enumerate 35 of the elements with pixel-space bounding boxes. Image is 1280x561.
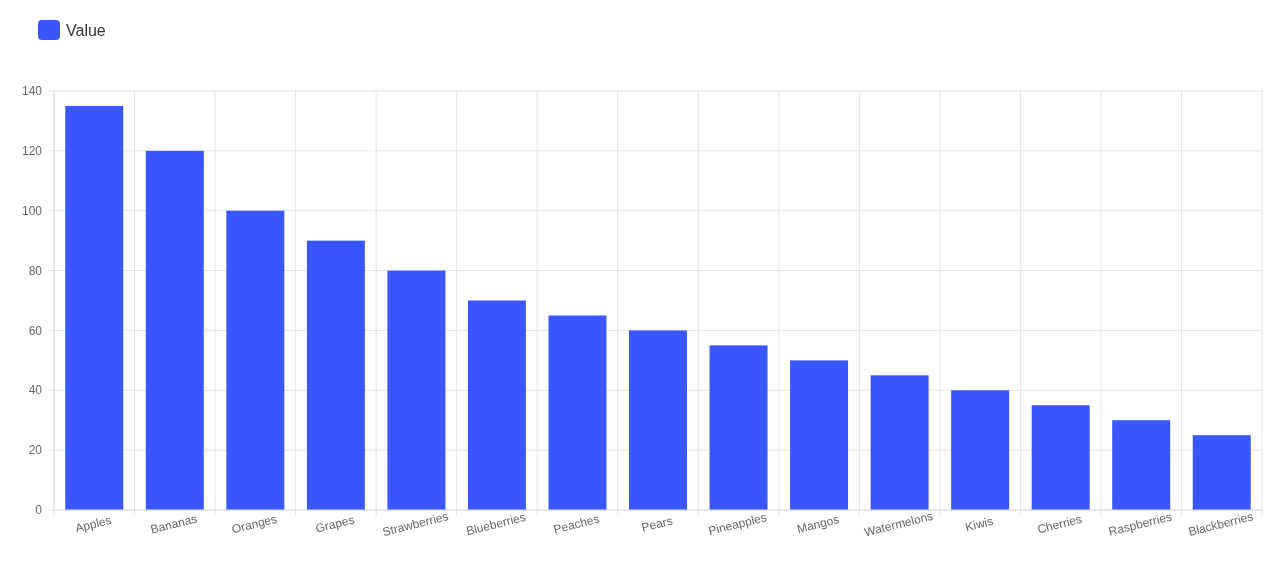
x-tick-label: Apples <box>73 512 113 536</box>
y-tick-label: 100 <box>21 203 43 218</box>
y-tick-label: 80 <box>28 263 43 278</box>
bar <box>629 330 687 510</box>
bar <box>1112 420 1171 510</box>
x-tick-label: Peaches <box>552 511 601 537</box>
y-tick-label: 120 <box>21 144 43 159</box>
bar <box>1192 435 1251 510</box>
bar <box>870 375 929 510</box>
y-tick-label: 0 <box>35 503 43 518</box>
legend-label: Value <box>66 21 106 39</box>
x-tick-label: Pineapples <box>707 510 769 539</box>
x-tick-label: Cherries <box>1036 511 1084 537</box>
x-tick-label: Pears <box>640 513 674 535</box>
bar <box>467 300 526 510</box>
bar <box>226 210 285 510</box>
x-tick-label: Bananas <box>149 511 199 537</box>
x-tick-label: Kiwis <box>963 513 995 535</box>
bar <box>548 315 607 510</box>
x-tick-label: Blueberries <box>464 509 528 539</box>
bar <box>65 105 124 510</box>
y-tick-label: 20 <box>28 443 43 458</box>
y-tick-label: 40 <box>28 383 43 398</box>
y-tick-label: 60 <box>28 323 43 338</box>
x-tick-label: Oranges <box>230 511 279 537</box>
y-tick-label: 140 <box>21 84 43 99</box>
bar <box>790 360 849 510</box>
bar <box>387 270 446 510</box>
x-tick-label: Mangos <box>795 512 841 537</box>
bar <box>709 345 768 510</box>
x-tick-label: Grapes <box>314 512 356 536</box>
bar <box>1031 405 1090 510</box>
bar <box>145 150 204 510</box>
bar <box>951 390 1010 510</box>
bar <box>306 240 365 510</box>
